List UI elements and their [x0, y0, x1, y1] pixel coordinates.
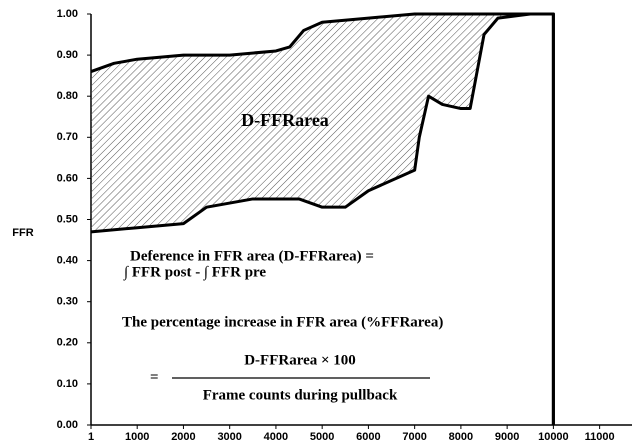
y-tick-label: 0.10: [57, 378, 78, 390]
y-tick-label: 0.60: [57, 172, 78, 184]
y-tick-label: 0.00: [57, 419, 78, 431]
hatch-area: [91, 14, 554, 232]
line: [90, 12, 555, 425]
y-axis-label: FFR: [12, 227, 33, 239]
x-tick-label: 1: [88, 431, 94, 443]
x-tick-label: 6000: [356, 431, 380, 443]
x-tick-label: 11000: [585, 431, 615, 443]
annotation: ∫ FFR post - ∫ FFR pre: [123, 264, 266, 280]
annotation: =: [150, 369, 159, 385]
y-tick-label: 0.20: [57, 337, 78, 349]
x-tick-label: 1000: [125, 431, 149, 443]
x-tick-label: 4000: [264, 431, 288, 443]
y-tick-label: 1.00: [57, 8, 78, 20]
area-label: D-FFRarea: [241, 110, 329, 130]
y-tick-label: 0.30: [57, 296, 78, 308]
annotation: The percentage increase in FFR area (%FF…: [122, 314, 443, 330]
x-tick-label: 3000: [217, 431, 241, 443]
annotation: Frame counts during pullback: [203, 387, 398, 403]
y-tick-label: 0.90: [57, 49, 78, 61]
x-tick-label: 2000: [171, 431, 195, 443]
x-tick-label: 9000: [495, 431, 519, 443]
y-tick-label: 0.70: [57, 131, 78, 143]
x-tick-label: 7000: [402, 431, 426, 443]
y-tick-label: 0.50: [57, 213, 78, 225]
x-tick-label: 5000: [310, 431, 334, 443]
y-tick-label: 0.40: [57, 255, 78, 267]
x-tick-label: 8000: [449, 431, 473, 443]
line: [90, 12, 555, 425]
x-tick-label: 10000: [538, 431, 569, 443]
y-tick-label: 0.80: [57, 90, 78, 102]
annotation: D-FFRarea × 100: [244, 352, 356, 368]
annotation: Deference in FFR area (D-FFRarea) =: [130, 248, 374, 264]
